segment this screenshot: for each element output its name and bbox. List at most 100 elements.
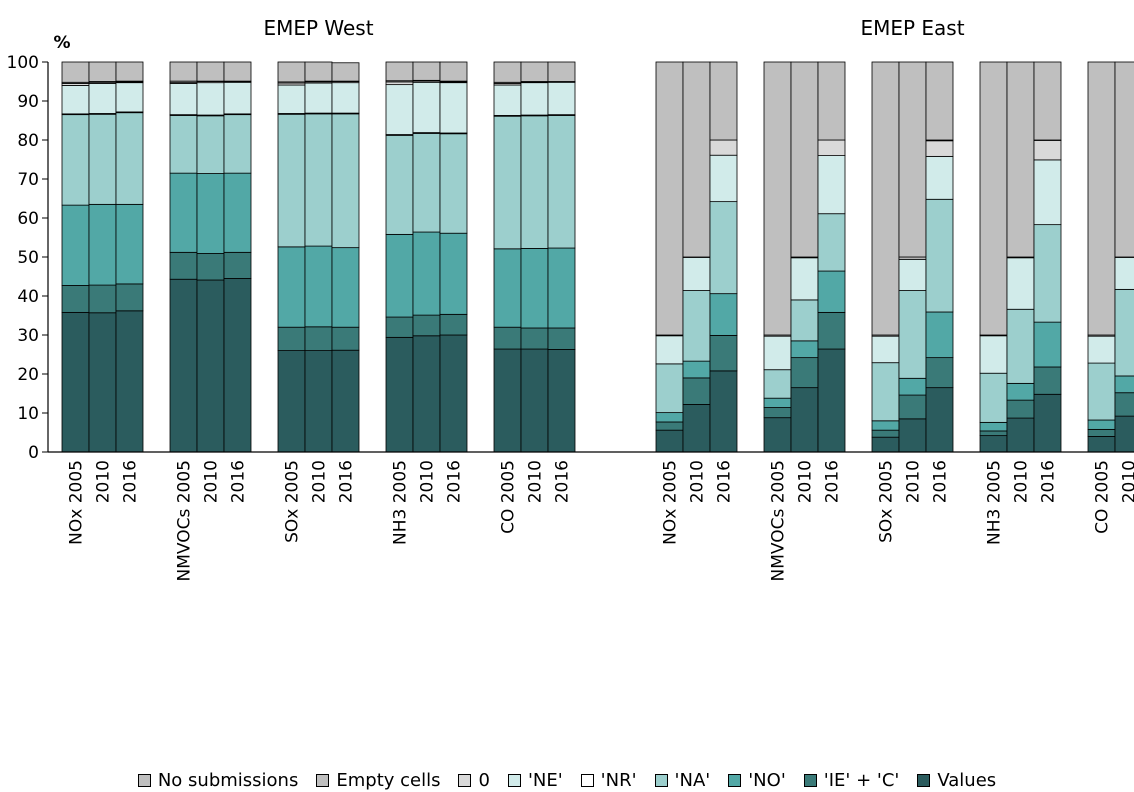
bar-segment-no-submissions xyxy=(439,61,468,82)
bar-segment-0 xyxy=(817,139,846,157)
bar-segment-0 xyxy=(385,81,414,86)
bar-segment-ne xyxy=(439,82,468,134)
bar-segment-no-submissions xyxy=(115,61,144,82)
bar-segment-values xyxy=(223,278,252,453)
bar-segment-ne xyxy=(547,81,576,116)
bar-segment-ne xyxy=(1033,159,1062,226)
bar-segment-ne xyxy=(331,82,360,114)
chart-legend: No submissions Empty cells 0 'NE' 'NR' 'NA' 'N… xyxy=(0,768,1134,792)
legend-item-ie-c: 'IE' + 'C' xyxy=(803,770,899,791)
bar-segment-no-submissions xyxy=(1087,61,1116,336)
legend-label: Empty cells xyxy=(336,769,441,791)
legend-label: 'NE' xyxy=(527,769,563,791)
bar-segment-no xyxy=(277,246,306,328)
bar-segment-0 xyxy=(1033,139,1062,161)
legend-swatch xyxy=(580,773,594,787)
x-tick-label: 2010 xyxy=(1012,460,1032,503)
bar-segment-ne xyxy=(493,84,522,116)
bar-segment-ne xyxy=(304,82,333,114)
bar-segment-no-submissions xyxy=(277,61,306,83)
bar-segment-no xyxy=(1114,375,1134,394)
legend-swatch xyxy=(917,773,931,787)
x-tick-label: NMVOCs 2005 xyxy=(175,460,195,582)
bar-segment-na xyxy=(925,198,954,313)
legend-item-na: 'NA' xyxy=(654,769,711,791)
bar-segment-na xyxy=(304,113,333,247)
bar-segment-values xyxy=(655,429,684,453)
x-tick-label: NOx 2005 xyxy=(67,460,87,545)
bar-segment-ie-c xyxy=(223,251,252,279)
legend-label: 'NA' xyxy=(674,769,711,791)
bar-segment-ne xyxy=(169,83,198,116)
bar-segment-na xyxy=(979,372,1008,423)
bar-segment-ne xyxy=(682,256,711,291)
bar-segment-ie-c xyxy=(196,253,225,281)
bar-segment-no-submissions xyxy=(61,61,90,83)
legend-swatch xyxy=(803,773,817,787)
x-tick-label: 2016 xyxy=(931,460,951,503)
bar-segment-no xyxy=(1087,419,1116,430)
bar-segment-0 xyxy=(925,140,954,157)
bar-segment-no xyxy=(709,293,738,336)
bar-segment-na xyxy=(709,201,738,295)
bar-segment-na xyxy=(385,134,414,235)
bar-segment-ie-c xyxy=(115,283,144,312)
bar-segment-no xyxy=(88,203,117,286)
legend-label: 'NR' xyxy=(600,769,637,791)
x-tick-label: NH3 2005 xyxy=(391,460,411,545)
legend-swatch xyxy=(137,773,151,787)
bar-segment-no xyxy=(655,412,684,423)
bar-segment-values xyxy=(412,335,441,453)
x-tick-label: 2010 xyxy=(310,460,330,503)
legend-label: 'NO' xyxy=(748,769,786,791)
bar-segment-ne xyxy=(88,83,117,114)
y-tick-label: 20 xyxy=(17,365,39,385)
bar-segment-values xyxy=(277,350,306,453)
y-tick-label: 100 xyxy=(7,53,39,73)
legend-item-no-submissions: No submissions xyxy=(137,770,298,791)
bar-segment-ne xyxy=(115,82,144,113)
bar-segment-na xyxy=(115,112,144,205)
bar-segment-no-submissions xyxy=(385,61,414,82)
x-tick-label: 2010 xyxy=(1120,460,1134,503)
y-tick-label: 30 xyxy=(17,326,39,346)
bar-segment-na xyxy=(682,290,711,362)
bar-segment-ie-c xyxy=(520,327,549,350)
bar-segment-values xyxy=(709,370,738,453)
bar-segment-ie-c xyxy=(88,284,117,314)
bar-segment-no-submissions xyxy=(331,62,360,82)
bar-segment-no-submissions xyxy=(1033,61,1062,141)
bar-segment-values xyxy=(979,435,1008,453)
x-tick-label: CO 2005 xyxy=(1093,460,1113,534)
bar-segment-ne xyxy=(763,335,792,371)
bar-segment-no-submissions xyxy=(412,61,441,81)
bar-segment-ie-c xyxy=(304,326,333,351)
bar-segment-no xyxy=(223,172,252,253)
bar-segment-ne xyxy=(709,154,738,203)
bar-segment-ne xyxy=(277,84,306,114)
bar-segment-values xyxy=(115,310,144,453)
bar-segment-values xyxy=(196,279,225,453)
bar-segment-ie-c xyxy=(925,357,954,389)
x-tick-label: 2016 xyxy=(229,460,249,503)
bar-segment-ie-c xyxy=(871,429,900,438)
bar-segment-ne xyxy=(871,335,900,364)
bar-segment-no-submissions xyxy=(1006,61,1035,258)
bar-segment-na xyxy=(1006,308,1035,384)
bar-segment-no xyxy=(547,247,576,329)
bar-segment-no-submissions xyxy=(223,61,252,82)
bar-segment-values xyxy=(520,348,549,453)
y-tick-label: 10 xyxy=(17,404,39,424)
bar-segment-ne xyxy=(61,85,90,115)
bar-segment-no-submissions xyxy=(304,61,333,82)
legend-item-0: 0 xyxy=(458,770,490,791)
bar-segment-na xyxy=(763,369,792,399)
legend-swatch xyxy=(728,773,742,787)
y-tick-label: 50 xyxy=(17,248,39,268)
bar-segment-ie-c xyxy=(439,313,468,336)
bar-segment-ie-c xyxy=(655,421,684,431)
legend-swatch xyxy=(458,773,472,787)
bar-segment-values xyxy=(61,311,90,453)
x-tick-label: SOx 2005 xyxy=(283,460,303,543)
bar-segment-na xyxy=(61,114,90,206)
